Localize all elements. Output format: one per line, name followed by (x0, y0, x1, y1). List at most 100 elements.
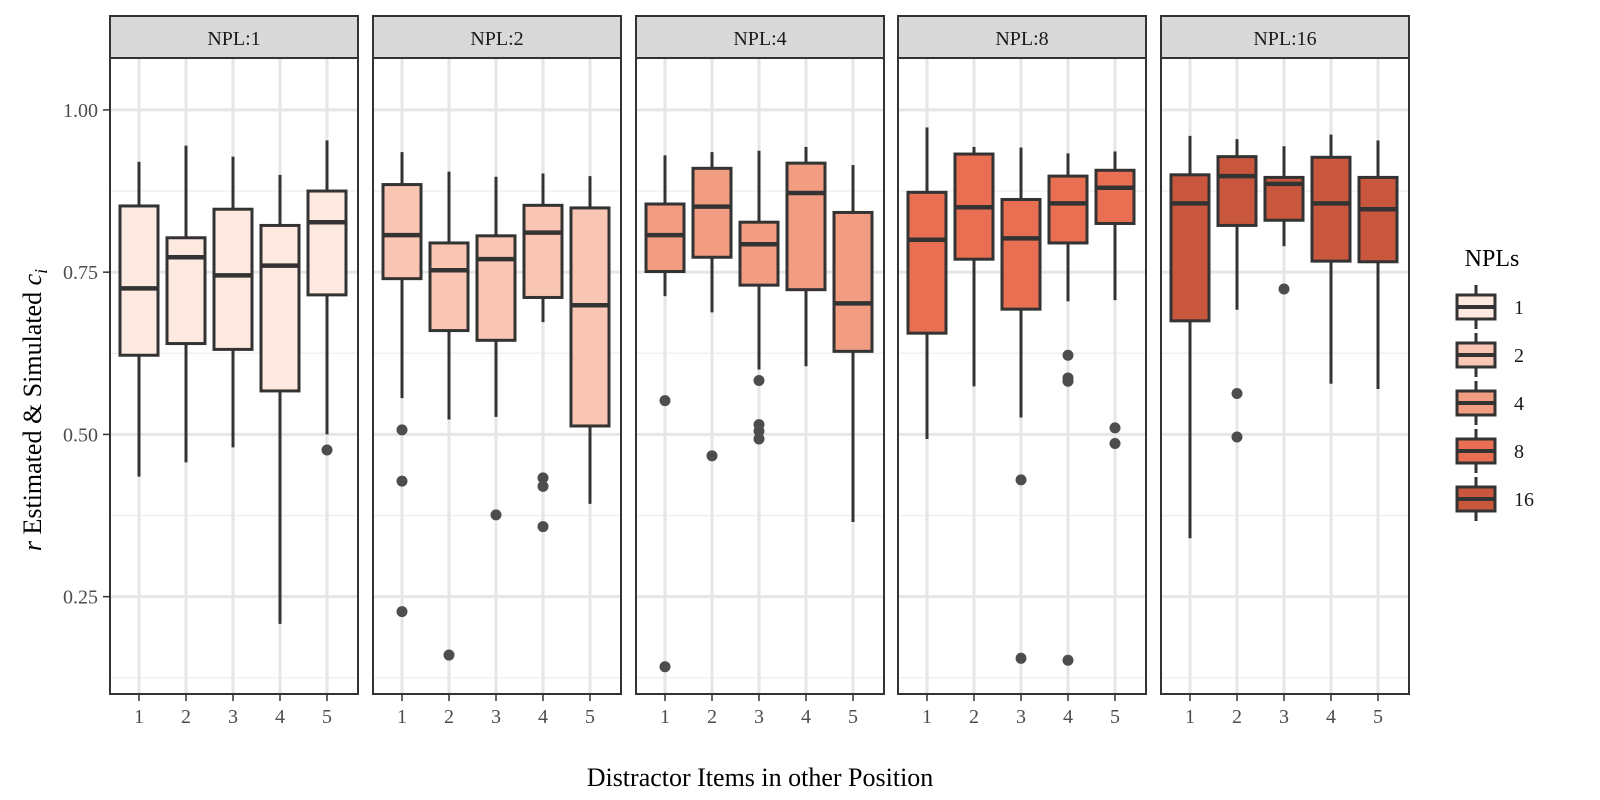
outlier-point (1015, 652, 1027, 664)
outlier-point (706, 450, 718, 462)
panel-border (1160, 57, 1410, 695)
box-iqr (1047, 174, 1089, 245)
legend-label: 4 (1514, 393, 1524, 415)
legend-label: 16 (1514, 489, 1534, 511)
boxplot-group (259, 174, 301, 624)
facet-strip-label: NPL:1 (207, 28, 260, 50)
outlier-point (537, 472, 549, 484)
legend-title: NPLs (1465, 246, 1520, 272)
boxplot-group (1169, 135, 1211, 539)
box-iqr (1310, 155, 1352, 263)
panel-border (897, 57, 1147, 695)
box-iqr (259, 223, 301, 393)
outlier-point (1278, 283, 1290, 295)
y-axis-title-middle: Estimated & Simulated (18, 285, 47, 541)
boxplot-group (1047, 153, 1089, 666)
outlier-point (1062, 349, 1074, 361)
x-tick-label: 2 (969, 706, 979, 728)
boxplot-group (738, 150, 780, 445)
boxplot-group (569, 176, 611, 504)
boxplot-group (522, 173, 564, 533)
x-tick-label: 4 (1326, 706, 1336, 728)
box-iqr (1357, 175, 1399, 264)
facet-panel: NPL:8 1 2 3 4 5 (897, 15, 1147, 728)
x-tick-label: 2 (181, 706, 191, 728)
y-axis-title-c: c (18, 273, 47, 285)
box-iqr (428, 241, 470, 333)
x-tick-label: 5 (1110, 706, 1120, 728)
boxplot-group (906, 127, 948, 439)
facet-strip (109, 15, 359, 59)
facet-strip-label: NPL:2 (470, 28, 523, 50)
x-tick-label: 4 (538, 706, 548, 728)
x-tick-label: 3 (228, 706, 238, 728)
x-tick-label: 1 (922, 706, 932, 728)
legend: NPLs 1 2 4 8 16 (1455, 246, 1534, 521)
outlier-point (321, 444, 333, 456)
boxplot-group (953, 146, 995, 387)
panel-border (635, 57, 885, 695)
y-tick-label: 1.00 (63, 100, 98, 122)
outlier-point (1015, 474, 1027, 486)
outlier-point (753, 375, 765, 387)
x-tick-label: 1 (134, 706, 144, 728)
boxplot-group (306, 140, 348, 456)
outlier-point (753, 425, 765, 437)
outlier-point (659, 395, 671, 407)
x-tick-label: 3 (1279, 706, 1289, 728)
box-iqr (381, 183, 423, 281)
outlier-point (396, 475, 408, 487)
boxplot-group (832, 165, 874, 523)
legend-key (1455, 333, 1497, 377)
facet-panel: NPL:16 1 2 3 4 5 (1160, 15, 1410, 728)
box-iqr (785, 161, 827, 292)
x-tick-label: 1 (660, 706, 670, 728)
x-tick-label: 5 (1373, 706, 1383, 728)
y-axis-title: r Estimated & Simulated ci (18, 269, 51, 551)
facet-panel: NPL:1 1 2 3 4 5 (109, 15, 359, 728)
x-tick-label: 4 (275, 706, 285, 728)
box-iqr (475, 234, 517, 342)
legend-key (1455, 429, 1497, 473)
legend-label: 1 (1514, 297, 1524, 319)
boxplot-group (381, 152, 423, 618)
box-iqr (1094, 168, 1136, 225)
outlier-point (1109, 437, 1121, 449)
x-tick-label: 2 (707, 706, 717, 728)
boxplot-group (1000, 147, 1042, 664)
boxplot-group (1263, 146, 1305, 295)
legend-key (1455, 477, 1497, 521)
x-tick-label: 2 (444, 706, 454, 728)
facet-strip-label: NPL:4 (733, 28, 786, 50)
outlier-point (490, 509, 502, 521)
boxplot-group (428, 171, 470, 661)
y-tick-label: 0.50 (63, 424, 98, 446)
panel-border (109, 57, 359, 695)
outlier-point (1231, 388, 1243, 400)
box-iqr (738, 220, 780, 287)
boxplot-group (785, 146, 827, 367)
x-tick-label: 3 (491, 706, 501, 728)
boxplot-group (1094, 151, 1136, 449)
box-iqr (212, 207, 254, 351)
box-iqr (306, 189, 348, 297)
x-tick-label: 3 (754, 706, 764, 728)
outlier-point (1062, 375, 1074, 387)
facet-strip (897, 15, 1147, 59)
boxplot-group (1216, 139, 1258, 443)
legend-key (1455, 285, 1497, 329)
outlier-point (443, 649, 455, 661)
boxplot-group (165, 145, 207, 463)
y-tick-label: 0.75 (63, 262, 98, 284)
boxplot-group (1310, 134, 1352, 384)
legend-label: 8 (1514, 441, 1524, 463)
legend-key (1455, 381, 1497, 425)
x-tick-label: 5 (585, 706, 595, 728)
x-tick-label: 1 (1185, 706, 1195, 728)
box-iqr (1000, 197, 1042, 311)
facet-strip (372, 15, 622, 59)
box-iqr (1216, 155, 1258, 227)
x-tick-label: 4 (1063, 706, 1073, 728)
box-iqr (691, 166, 733, 259)
panel-border (372, 57, 622, 695)
